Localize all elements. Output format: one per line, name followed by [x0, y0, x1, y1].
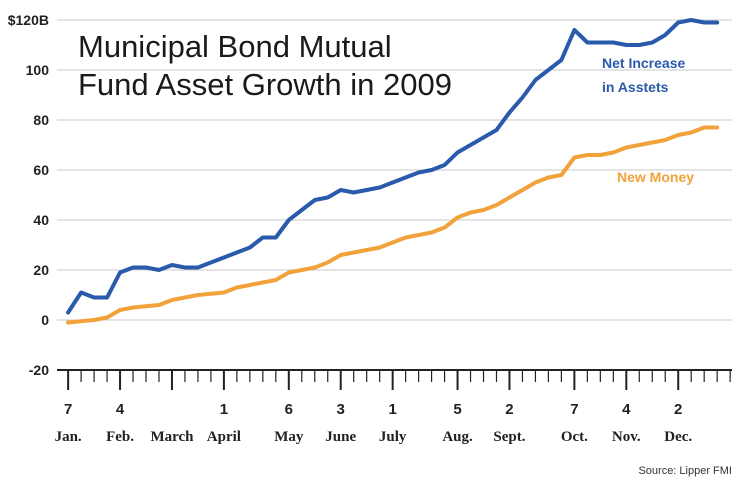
x-tick-month-label: Aug. — [442, 429, 473, 445]
chart-source: Source: Lipper FMI — [638, 465, 732, 477]
x-axis — [57, 369, 732, 390]
x-tick-day-label: 6 — [285, 401, 293, 418]
gridlines — [57, 19, 732, 371]
y-tick-label: 0 — [41, 312, 49, 328]
series-label-net-increase-line-2: in Asstets — [602, 79, 669, 95]
x-tick-month-label: Nov. — [612, 429, 641, 445]
x-tick-day-label: 4 — [622, 401, 631, 418]
series-line-net-increase — [66, 18, 720, 315]
x-tick-day-label: 7 — [570, 401, 578, 418]
x-tick-day-label: 1 — [388, 401, 396, 418]
x-tick-day-label: 2 — [674, 401, 682, 418]
y-tick-label: 40 — [33, 212, 49, 228]
x-tick-month-label: June — [325, 429, 356, 445]
series-lines — [66, 18, 720, 325]
x-tick-month-label: Oct. — [561, 429, 588, 445]
x-tick-month-label: Jan. — [55, 429, 82, 445]
y-tick-label: 20 — [33, 262, 49, 278]
x-tick-day-label: 5 — [453, 401, 461, 418]
series-label-net-increase-line-1: Net Increase — [602, 55, 685, 71]
y-tick-label: 80 — [33, 112, 49, 128]
x-axis-ticks: 7 Jan. 4 Feb. March 1 April 6 May 3 June 1 July 5 Aug.… — [55, 401, 693, 445]
x-tick-day-label: 7 — [64, 401, 72, 418]
y-tick-label: $120B — [8, 12, 49, 28]
x-tick-day-label: 3 — [337, 401, 345, 418]
series-line-new-money — [66, 125, 720, 325]
x-tick-month-label: April — [207, 429, 241, 445]
chart-title-line-1: Municipal Bond Mutual — [78, 29, 392, 64]
x-tick-day-label: 1 — [220, 401, 228, 418]
x-tick-month-label: Feb. — [106, 429, 134, 445]
y-tick-label: 60 — [33, 162, 49, 178]
y-tick-label: 100 — [26, 62, 50, 78]
x-tick-month-label: July — [379, 429, 407, 445]
x-tick-month-label: March — [150, 429, 194, 445]
chart-title-line-2: Fund Asset Growth in 2009 — [78, 67, 452, 102]
y-axis-ticks: $120B 100 80 60 40 20 0 -20 — [8, 12, 49, 378]
y-tick-label: -20 — [29, 362, 49, 378]
x-tick-month-label: Dec. — [664, 429, 692, 445]
x-tick-day-label: 2 — [505, 401, 513, 418]
series-label-new-money: New Money — [617, 169, 694, 185]
x-tick-month-label: May — [274, 429, 304, 445]
x-tick-day-label: 4 — [116, 401, 125, 418]
x-tick-month-label: Sept. — [493, 429, 525, 445]
